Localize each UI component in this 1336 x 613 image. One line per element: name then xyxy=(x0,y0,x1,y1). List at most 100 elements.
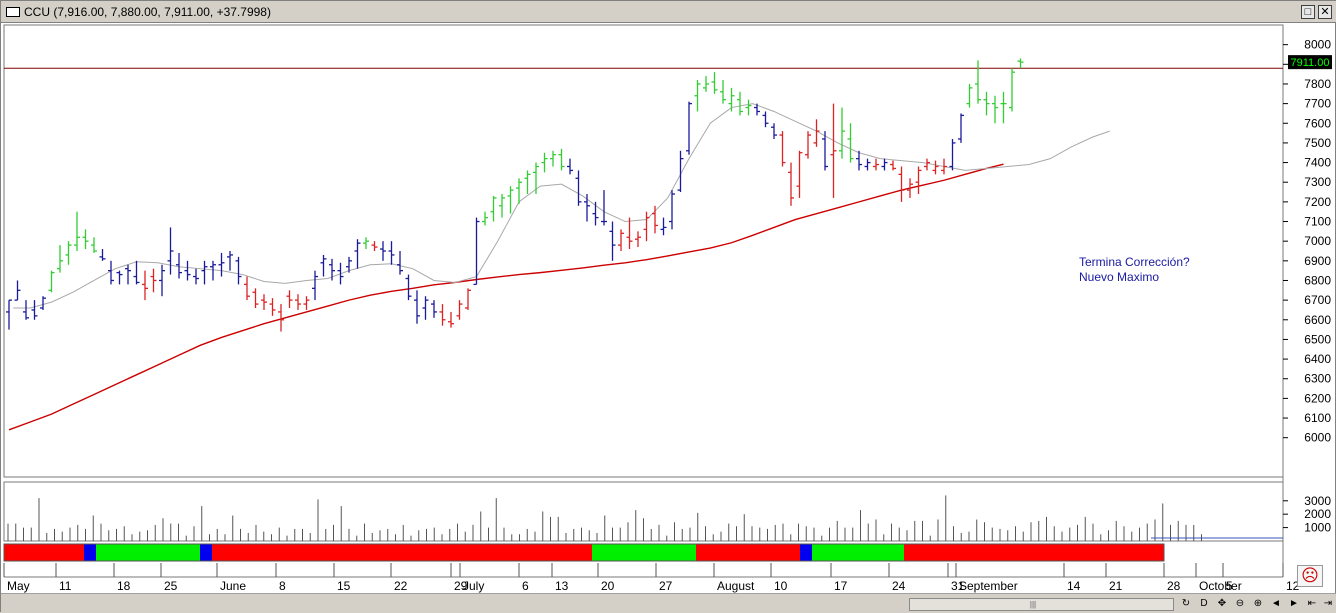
ohlc-bar xyxy=(541,152,548,173)
ohlc-bar xyxy=(830,103,837,198)
trend-strip-segment xyxy=(904,544,1164,561)
ohlc-bar xyxy=(745,99,752,116)
x-tick-label: 29 xyxy=(454,579,468,593)
ohlc-bar xyxy=(235,256,242,285)
y-tick-label: 7400 xyxy=(1304,156,1331,170)
ohlc-bar xyxy=(949,138,956,171)
scroll-thumb[interactable]: ||| xyxy=(1029,600,1037,609)
scroll-start-button[interactable]: ⇤ xyxy=(1307,598,1317,609)
ohlc-bar xyxy=(720,80,726,104)
ohlc-bar xyxy=(31,300,38,320)
x-tick-label: 17 xyxy=(834,579,848,593)
zoom-out-button[interactable]: ⊖ xyxy=(1235,598,1245,609)
ohlc-bar xyxy=(295,294,301,310)
ohlc-bar xyxy=(125,264,131,285)
ohlc-bar xyxy=(184,260,191,281)
trend-strip-segment xyxy=(200,544,212,561)
close-button[interactable]: ✕ xyxy=(1318,5,1332,19)
ohlc-bar xyxy=(711,72,718,94)
ohlc-bar xyxy=(932,160,939,175)
x-tick-label: 28 xyxy=(1167,579,1181,593)
maximize-button[interactable]: □ xyxy=(1301,5,1315,19)
trend-strip-segment xyxy=(696,544,800,561)
ohlc-bar xyxy=(584,194,590,222)
x-tick-label: May xyxy=(7,579,30,593)
ohlc-bar xyxy=(686,101,692,155)
ohlc-bar xyxy=(99,249,106,261)
y-tick-label: 7000 xyxy=(1304,234,1331,248)
refresh-button[interactable]: ↻ xyxy=(1181,598,1191,609)
zoom-in-button[interactable]: ⊕ xyxy=(1253,598,1263,609)
ohlc-bar xyxy=(329,258,335,281)
window-icon xyxy=(6,7,20,17)
ohlc-bar xyxy=(626,217,633,250)
price-chart[interactable]: 6000 6100 6200 6300 6400 6500 6600 6700 6800 6900… xyxy=(1,1,1336,593)
ohlc-bar xyxy=(252,288,259,308)
x-tick-label: October xyxy=(1199,579,1242,593)
scroll-right-button[interactable]: ► xyxy=(1289,598,1299,609)
x-tick-label: August xyxy=(717,579,755,593)
y-tick-label: 6200 xyxy=(1304,391,1331,405)
x-tick-label: 13 xyxy=(555,579,569,593)
x-tick-label: June xyxy=(220,579,246,593)
x-tick-label: 15 xyxy=(337,579,351,593)
ohlc-bar xyxy=(227,251,233,271)
ohlc-bar xyxy=(660,217,667,236)
trend-strip-segment xyxy=(4,544,84,561)
ohlc-bar xyxy=(575,170,582,206)
ohlc-bar xyxy=(57,245,63,273)
price-panel xyxy=(3,24,1284,478)
ohlc-bar xyxy=(609,221,616,261)
horizontal-scrollbar[interactable]: ||| xyxy=(909,598,1174,611)
sad-face-icon[interactable]: ☹ xyxy=(1297,565,1323,587)
scroll-left-button[interactable]: ◄ xyxy=(1271,598,1281,609)
daily-button[interactable]: D xyxy=(1200,598,1208,609)
ohlc-bar xyxy=(354,239,361,269)
y-tick-label: 7600 xyxy=(1304,116,1331,130)
volume-y-tick-label: 1000 xyxy=(1304,521,1331,535)
ohlc-bar xyxy=(643,211,650,242)
ohlc-bar xyxy=(915,166,922,195)
trend-strip-segment xyxy=(592,544,696,561)
ohlc-bar xyxy=(14,280,21,301)
y-tick-label: 6000 xyxy=(1304,431,1331,445)
ohlc-bar xyxy=(788,162,794,206)
ohlc-bar xyxy=(992,95,998,124)
ohlc-bar xyxy=(371,241,378,251)
x-tick-label: 20 xyxy=(601,579,615,593)
ohlc-bar xyxy=(40,296,46,310)
trend-strip-segment xyxy=(96,544,200,561)
ohlc-bar xyxy=(805,131,811,159)
ohlc-bar xyxy=(142,270,148,301)
ohlc-bar xyxy=(261,294,267,310)
ohlc-bar xyxy=(779,131,786,167)
ohlc-bar xyxy=(839,107,845,159)
ohlc-bar xyxy=(550,150,556,167)
y-tick-label: 6400 xyxy=(1304,352,1331,366)
ohlc-bar xyxy=(244,276,250,301)
ohlc-bar xyxy=(397,251,403,275)
ohlc-bar xyxy=(771,123,777,139)
ohlc-bar xyxy=(278,304,284,332)
scroll-end-button[interactable]: ⇥ xyxy=(1323,598,1333,609)
ohlc-bar xyxy=(456,300,463,320)
ohlc-bar xyxy=(601,190,607,226)
trend-strip-segment xyxy=(812,544,904,561)
x-tick-label: 22 xyxy=(394,579,408,593)
title-bar[interactable]: CCU (7,916.00, 7,880.00, 7,911.00, +37.7… xyxy=(1,1,1336,23)
ohlc-bar xyxy=(856,150,862,171)
y-tick-label: 7300 xyxy=(1304,175,1331,189)
ohlc-bar xyxy=(218,252,225,277)
ohlc-bar xyxy=(822,131,828,171)
ohlc-bar xyxy=(567,158,573,175)
ohlc-bar xyxy=(167,227,174,275)
ohlc-bar xyxy=(898,166,905,202)
x-tick-label: 27 xyxy=(659,579,673,593)
y-tick-label: 6300 xyxy=(1304,372,1331,386)
move-button[interactable]: ✥ xyxy=(1217,598,1227,609)
ohlc-bar xyxy=(558,148,565,171)
x-tick-label: 14 xyxy=(1067,579,1081,593)
ohlc-bar xyxy=(116,270,123,285)
ohlc-bar xyxy=(269,298,276,316)
